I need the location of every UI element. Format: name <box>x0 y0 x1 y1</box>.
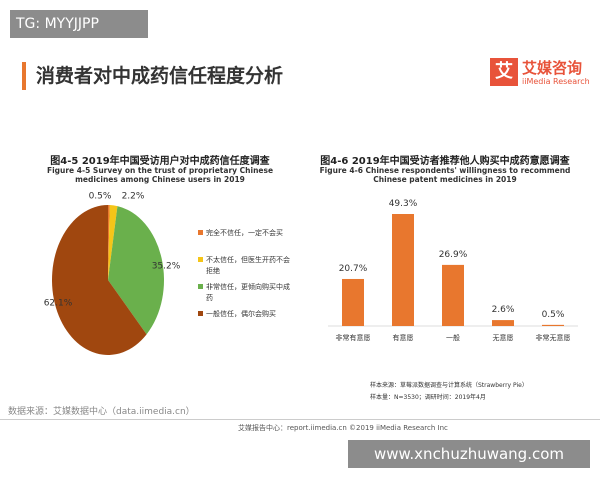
pie-chart: 0.5% 2.2% 35.2% 62.1% <box>44 192 181 355</box>
logo-mark: 艾 <box>490 58 518 86</box>
sample-size: 样本量：N=3530；调研时间：2019年4月 <box>370 394 486 401</box>
legend-swatch <box>198 284 203 289</box>
x-tick-label: 非常无意愿 <box>536 333 571 342</box>
title-bar <box>22 62 26 90</box>
data-source: 数据来源：艾媒数据中心（data.iimedia.cn） <box>8 407 195 417</box>
legend-label: 不太信任，但医生开药不会拒绝 <box>206 256 290 275</box>
pie-slice <box>108 206 164 335</box>
watermark: www.xnchuzhuwang.com <box>348 440 590 468</box>
chart-subtitle: Figure 4-6 Chinese respondents' willingn… <box>319 166 571 184</box>
divider <box>0 419 600 420</box>
value-label: 49.3% <box>389 199 418 209</box>
tag: TG: MYYJJPP <box>10 10 148 38</box>
x-tick-label: 无意愿 <box>493 333 514 342</box>
value-label: 2.6% <box>492 305 515 315</box>
bar <box>392 214 414 326</box>
bar <box>342 278 364 326</box>
bar <box>442 264 464 326</box>
chart-title: 图4-5 2019年中国受访用户对中成药信任度调查 <box>50 156 270 167</box>
x-tick-label: 一般 <box>446 333 460 342</box>
chart-title: 图4-6 2019年中国受访者推荐他人购买中成药意愿调查 <box>320 156 570 167</box>
value-label: 26.9% <box>439 250 468 260</box>
legend-label: 非常信任，更倾向购买中成药 <box>206 283 290 302</box>
value-label: 20.7% <box>339 264 368 274</box>
bar <box>492 320 514 326</box>
pie-slice <box>108 205 110 280</box>
footer: 艾媒报告中心：report.iimedia.cn ©2019 iiMedia R… <box>238 424 448 432</box>
x-tick-label: 非常有意愿 <box>336 333 371 342</box>
x-tick-label: 有意愿 <box>393 333 414 342</box>
value-label: 0.5% <box>89 192 112 202</box>
value-label: 62.1% <box>44 299 73 309</box>
legend-label: 完全不信任，一定不会买 <box>206 229 283 237</box>
pie-slice <box>108 205 118 280</box>
legend-swatch <box>198 230 203 235</box>
legend-swatch <box>198 311 203 316</box>
value-label: 2.2% <box>122 192 145 202</box>
sample-source: 样本来源：草莓派数据调查与计算系统（Strawberry Pie） <box>370 382 528 389</box>
bar <box>542 324 564 326</box>
legend-label: 一般信任，偶尔会购买 <box>206 310 276 318</box>
bar-chart: 20.7% 非常有意愿 49.3% 有意愿 26.9% 一般 2.6% 无意愿 0.5% 非常无意… <box>328 199 578 342</box>
page-title: 消费者对中成药信任程度分析 <box>36 65 284 87</box>
legend-swatch <box>198 257 203 262</box>
logo-sub: iiMedia Research <box>522 77 590 86</box>
value-label: 35.2% <box>152 262 181 272</box>
pie-slice <box>52 205 147 355</box>
chart-subtitle: Figure 4-5 Survey on the trust of propri… <box>46 166 274 184</box>
logo-name: 艾媒咨询 <box>522 59 583 77</box>
value-label: 0.5% <box>542 310 565 320</box>
